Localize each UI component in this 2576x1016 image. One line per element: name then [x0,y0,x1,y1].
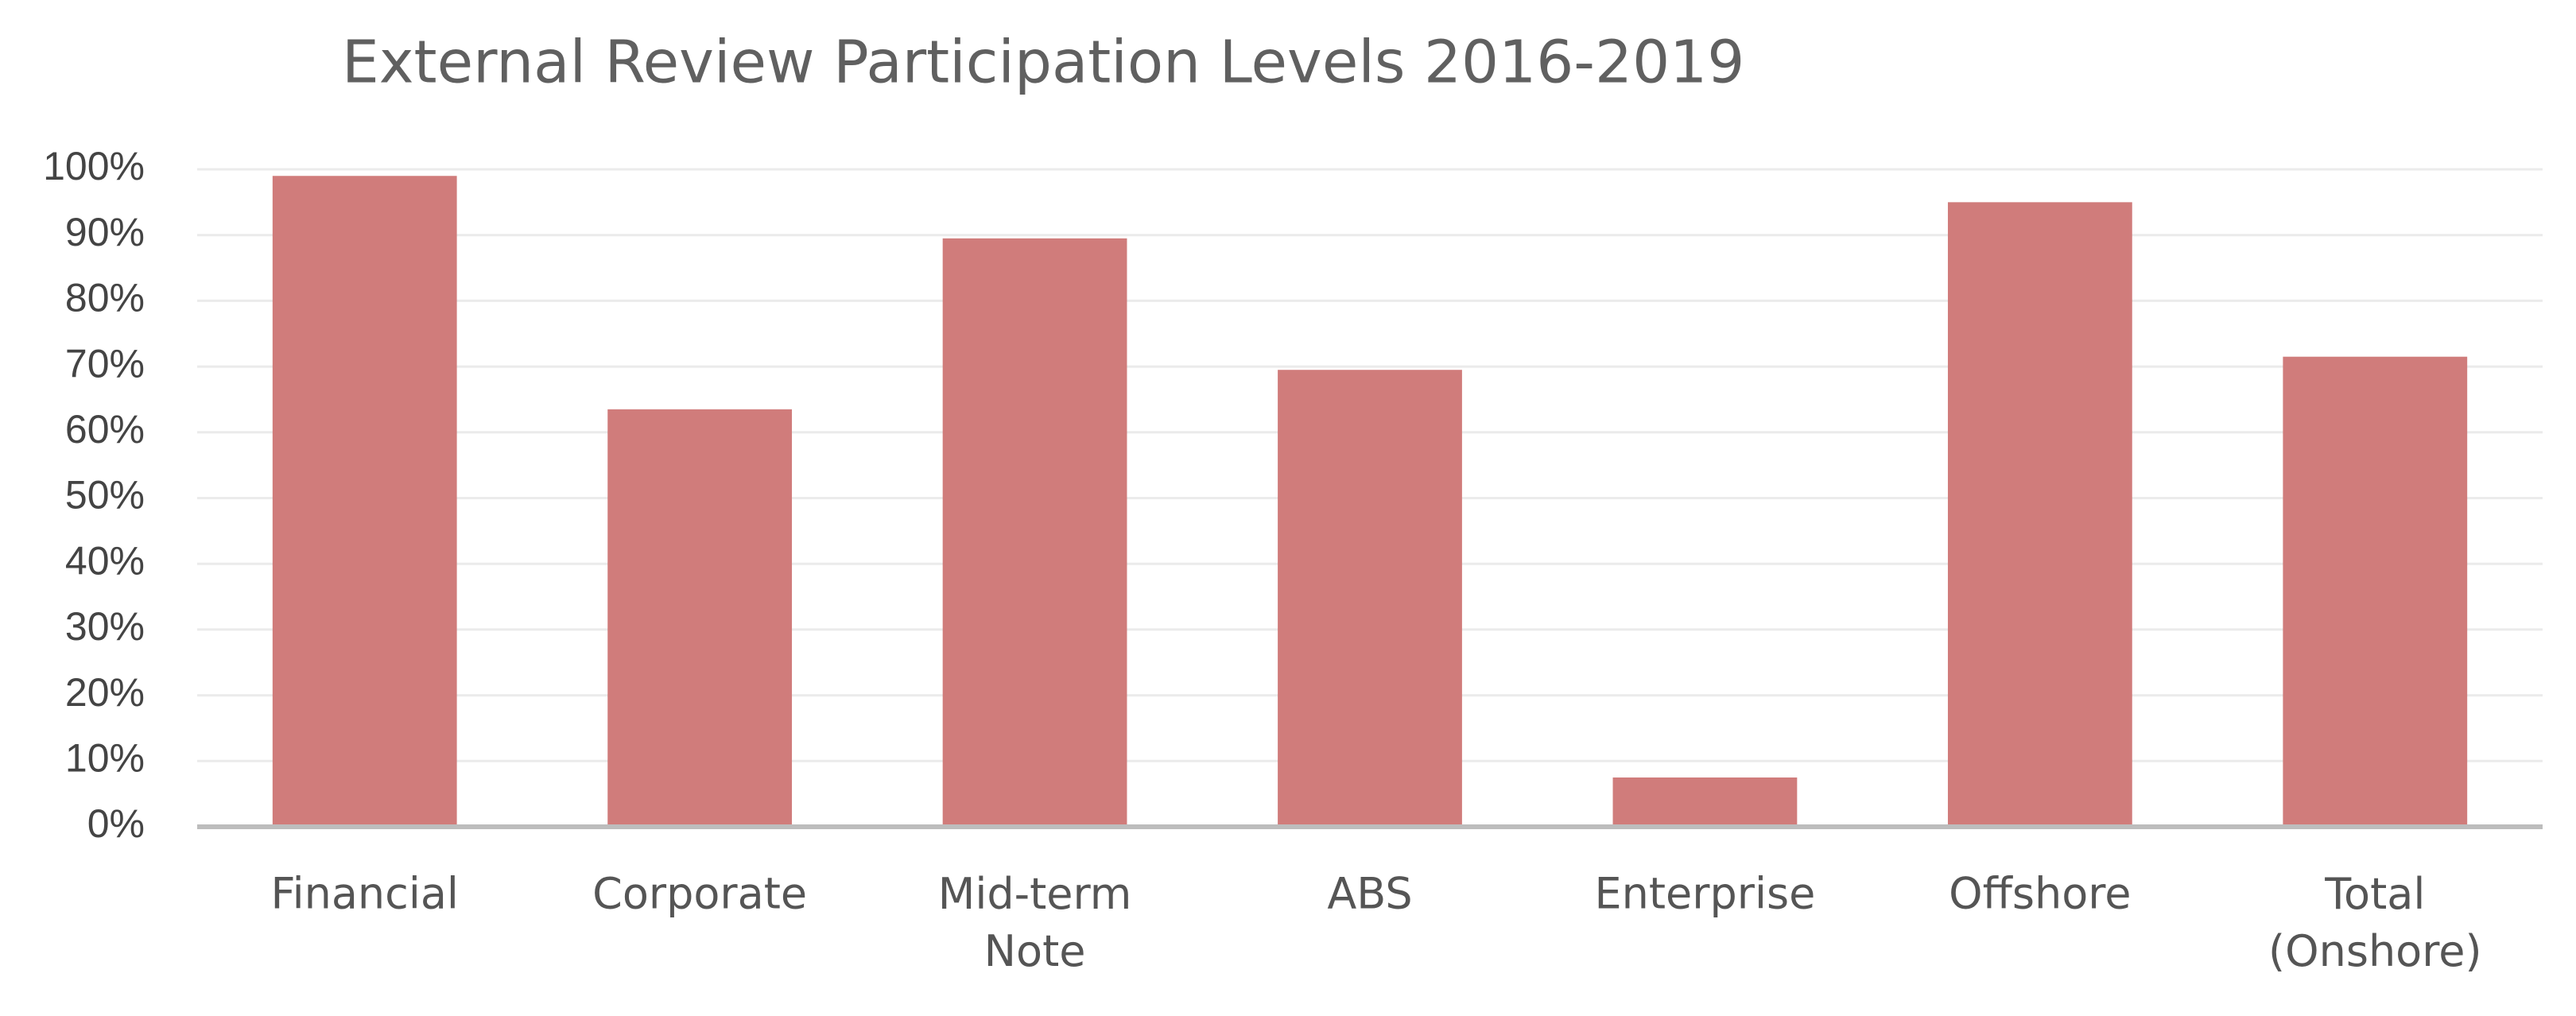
y-tick-label: 20% [65,670,145,715]
x-tick-label: Financial [270,869,458,919]
y-tick-label: 70% [65,341,145,386]
y-tick-label: 100% [43,144,145,188]
chart-title: External Review Participation Levels 201… [342,29,1744,97]
y-tick-label: 60% [65,407,145,452]
x-tick-label: ABS [1327,869,1412,919]
x-tick-label: Mid-term Note [938,869,1132,976]
y-tick-label: 30% [65,604,145,649]
y-tick-label: 50% [65,473,145,518]
x-tick-label: Enterprise [1595,869,1816,919]
y-tick-label: 0% [87,801,145,846]
x-tick-label: Total (Onshore) [2268,869,2482,976]
bar [1612,777,1798,827]
y-tick-label: 40% [65,538,145,583]
x-tick-label: Offshore [1949,869,2131,919]
bar [1947,202,2132,828]
x-tick-label: Corporate [592,869,807,919]
y-tick-label: 90% [65,210,145,254]
bar [607,409,793,827]
bar [272,176,457,827]
y-tick-label: 10% [65,736,145,781]
bar [2283,356,2468,827]
bar [942,238,1127,828]
bar [1278,370,1462,827]
y-tick-label: 80% [65,276,145,320]
